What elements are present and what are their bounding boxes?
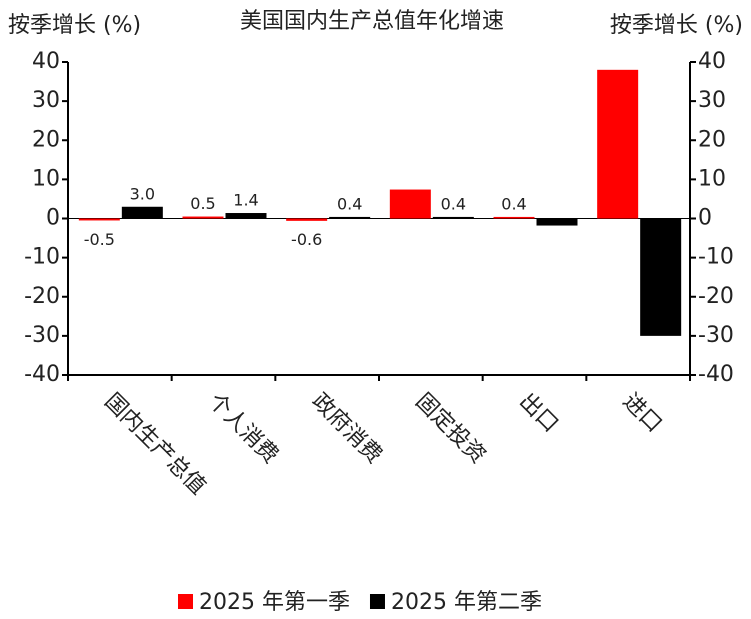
bar (597, 69, 639, 219)
bar (493, 216, 535, 219)
y2-tick-label: 0 (698, 206, 712, 231)
value-label: -0.6 (291, 230, 322, 249)
y2-tick-label: -30 (698, 323, 734, 348)
x-tick-label: 国内生产总值 (99, 389, 210, 500)
y2-tick-label: -40 (698, 362, 734, 387)
y2-tick-label: 10 (698, 166, 726, 191)
x-tick-label: 固定投资 (410, 389, 490, 469)
bar (329, 216, 371, 219)
y-tick-label: 10 (32, 166, 60, 191)
y2-tick-label: -10 (698, 245, 734, 270)
bar (225, 213, 267, 219)
bar (286, 218, 328, 221)
bar (121, 206, 163, 219)
y-tick-label: -40 (24, 362, 60, 387)
y-tick-label: 30 (32, 88, 60, 113)
value-label: 0.4 (337, 194, 362, 213)
y2-tick-label: -20 (698, 284, 734, 309)
y2-tick-label: 40 (698, 49, 726, 74)
y-tick-label: 0 (46, 206, 60, 231)
bar (78, 218, 120, 221)
y-tick-label: 20 (32, 127, 60, 152)
legend-swatch (178, 594, 193, 609)
bar (389, 189, 431, 219)
y-tick-label: -10 (24, 245, 60, 270)
legend-label: 2025 年第二季 (391, 590, 542, 615)
x-tick-label: 个人消费 (203, 389, 283, 469)
y2-tick-label: 20 (698, 127, 726, 152)
value-label: 1.4 (233, 191, 258, 210)
legend-swatch (369, 594, 385, 609)
legend-label: 2025 年第一季 (199, 590, 350, 615)
value-label: 3.0 (130, 184, 155, 203)
bar (182, 216, 224, 219)
value-label: 0.5 (190, 194, 215, 213)
y-tick-label: 40 (32, 49, 60, 74)
value-label: 0.4 (441, 194, 466, 213)
bar (640, 218, 682, 336)
y2-tick-label: 30 (698, 88, 726, 113)
value-label: 0.4 (501, 194, 526, 213)
value-label: -0.5 (84, 230, 115, 249)
y2-axis-title: 按季增长 (%) (610, 13, 743, 38)
y-tick-label: -20 (24, 284, 60, 309)
chart-title: 美国国内生产总值年化增速 (240, 9, 504, 34)
y-axis-title: 按季增长 (%) (8, 13, 141, 38)
bar (536, 218, 578, 226)
x-tick-label: 进口 (618, 389, 667, 438)
x-tick-label: 政府消费 (307, 389, 387, 469)
y-tick-label: -30 (24, 323, 60, 348)
bar (432, 216, 474, 219)
x-tick-label: 出口 (514, 389, 563, 438)
